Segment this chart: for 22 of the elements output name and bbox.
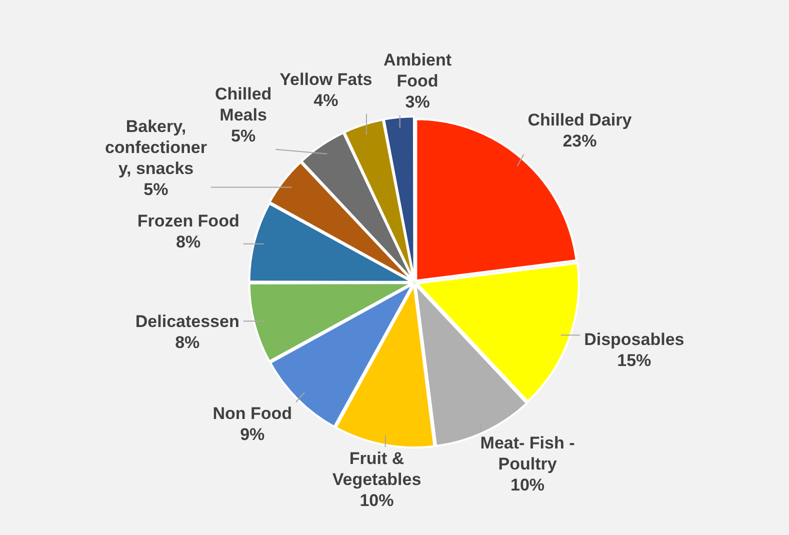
slice-label: Non Food <box>212 404 292 424</box>
slice-label: Ambient Food <box>384 50 452 91</box>
slice-label: Chilled Meals <box>214 84 272 125</box>
data-label: 5% <box>231 126 256 146</box>
slice-label: Chilled Dairy <box>528 110 632 130</box>
data-label: 23% <box>562 132 597 151</box>
data-label: 10% <box>360 491 394 510</box>
slice-label: Frozen Food <box>137 212 240 231</box>
slice-label: Bakery, confectionery, snacks <box>104 117 208 178</box>
data-label: 10% <box>510 476 545 495</box>
slice-label: Delicatessen <box>135 312 240 331</box>
slice-label: Yellow Fats <box>280 70 372 90</box>
data-label: 15% <box>617 350 652 370</box>
data-label: 4% <box>314 91 338 110</box>
data-label: 5% <box>144 180 168 200</box>
slice-label: Fruit & Vegetables <box>332 449 422 490</box>
data-label: 9% <box>240 425 265 444</box>
data-label: 8% <box>176 232 201 252</box>
slice-label: Disposables <box>584 330 684 349</box>
slice-label: Meat- Fish - Poultry <box>480 434 575 474</box>
data-label: 8% <box>175 332 200 352</box>
data-label: 3% <box>405 92 430 112</box>
